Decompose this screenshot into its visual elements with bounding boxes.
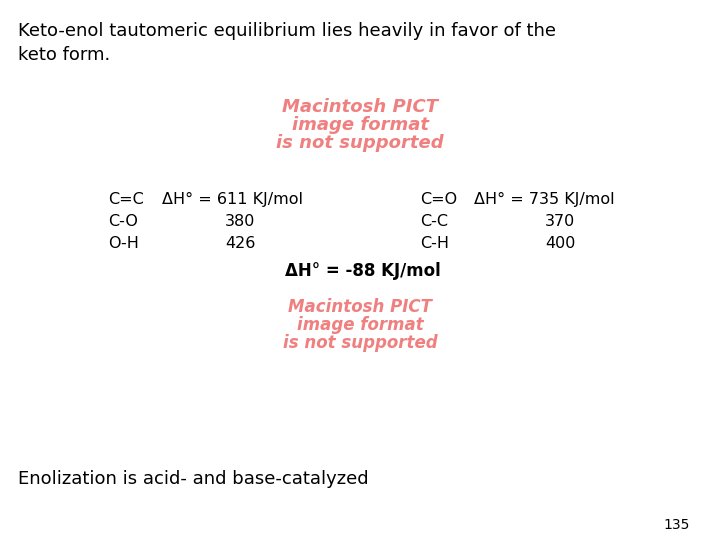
Text: image format: image format xyxy=(292,116,428,134)
Text: ΔH° = -88 KJ/mol: ΔH° = -88 KJ/mol xyxy=(285,262,441,280)
Text: 380: 380 xyxy=(225,214,256,229)
Text: ΔH° = 611 KJ/mol: ΔH° = 611 KJ/mol xyxy=(162,192,303,207)
Text: is not supported: is not supported xyxy=(283,334,437,352)
Text: 135: 135 xyxy=(664,518,690,532)
Text: C-C: C-C xyxy=(420,214,448,229)
Text: 426: 426 xyxy=(225,236,256,251)
Text: 400: 400 xyxy=(545,236,575,251)
Text: Macintosh PICT: Macintosh PICT xyxy=(288,298,432,316)
Text: image format: image format xyxy=(297,316,423,334)
Text: Enolization is acid- and base-catalyzed: Enolization is acid- and base-catalyzed xyxy=(18,470,369,488)
Text: C-H: C-H xyxy=(420,236,449,251)
Text: C=C: C=C xyxy=(108,192,144,207)
Text: Keto-enol tautomeric equilibrium lies heavily in favor of the: Keto-enol tautomeric equilibrium lies he… xyxy=(18,22,556,40)
Text: C-O: C-O xyxy=(108,214,138,229)
Text: ΔH° = 735 KJ/mol: ΔH° = 735 KJ/mol xyxy=(474,192,615,207)
Text: 370: 370 xyxy=(545,214,575,229)
Text: O-H: O-H xyxy=(108,236,139,251)
Text: is not supported: is not supported xyxy=(276,134,444,152)
Text: Macintosh PICT: Macintosh PICT xyxy=(282,98,438,116)
Text: keto form.: keto form. xyxy=(18,46,110,64)
Text: C=O: C=O xyxy=(420,192,457,207)
